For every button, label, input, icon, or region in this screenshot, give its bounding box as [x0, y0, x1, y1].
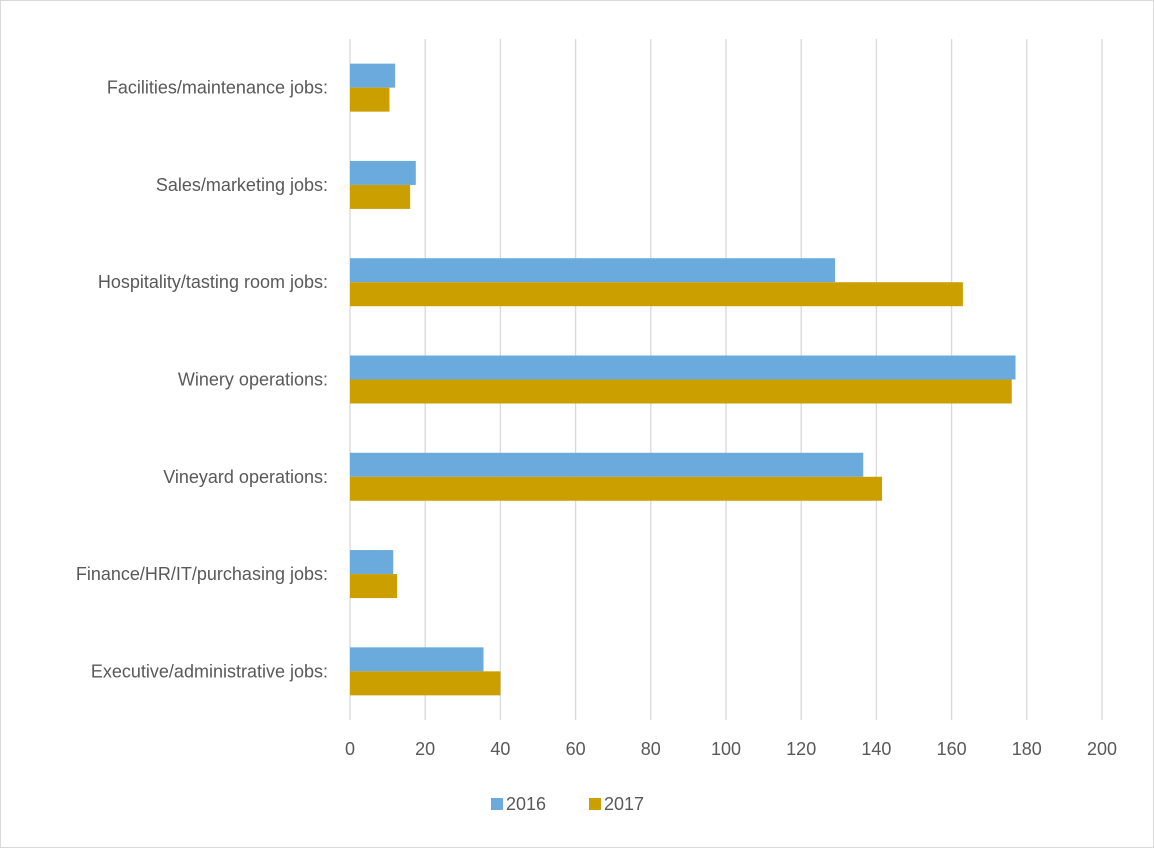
x-tick-label: 60 — [566, 739, 586, 759]
category-label: Hospitality/tasting room jobs: — [98, 272, 328, 292]
x-tick-label: 80 — [641, 739, 661, 759]
x-tick-label: 100 — [711, 739, 741, 759]
bar-2016 — [350, 550, 394, 575]
legend-swatch-2017 — [589, 798, 601, 810]
x-tick-label: 0 — [345, 739, 355, 759]
legend-label: 2016 — [506, 794, 546, 814]
legend: 2016 2017 — [491, 794, 644, 814]
x-tick-label: 160 — [937, 739, 967, 759]
bar-2016 — [350, 63, 396, 88]
x-tick-labels: 0 20 40 60 80 100 120 140 160 180 200 — [345, 739, 1117, 759]
x-tick-label: 200 — [1087, 739, 1117, 759]
bar-2017 — [350, 184, 411, 209]
category-label: Sales/marketing jobs: — [156, 175, 328, 195]
bar-2016 — [350, 452, 864, 477]
bar-2017 — [350, 87, 390, 112]
x-tick-label: 180 — [1012, 739, 1042, 759]
x-tick-label: 120 — [786, 739, 816, 759]
bar-2017 — [350, 671, 501, 696]
bar-2016 — [350, 258, 836, 283]
category-labels: Facilities/maintenance jobs: Sales/market… — [76, 78, 328, 682]
bar-2017 — [350, 476, 883, 501]
bar-2016 — [350, 160, 416, 185]
bar-2016 — [350, 647, 484, 672]
legend-label: 2017 — [604, 794, 644, 814]
category-label: Vineyard operations: — [163, 467, 328, 487]
category-label: Winery operations: — [178, 370, 328, 390]
bar-2017 — [350, 282, 963, 307]
bar-2016 — [350, 355, 1016, 380]
category-label: Executive/administrative jobs: — [91, 661, 328, 681]
x-tick-label: 20 — [415, 739, 435, 759]
legend-swatch-2016 — [491, 798, 503, 810]
bar-2017 — [350, 379, 1012, 404]
category-label: Finance/HR/IT/purchasing jobs: — [76, 564, 328, 584]
x-tick-label: 40 — [490, 739, 510, 759]
category-label: Facilities/maintenance jobs: — [107, 78, 328, 98]
bar-2017 — [350, 574, 397, 599]
x-tick-label: 140 — [861, 739, 891, 759]
bars — [350, 63, 1016, 696]
